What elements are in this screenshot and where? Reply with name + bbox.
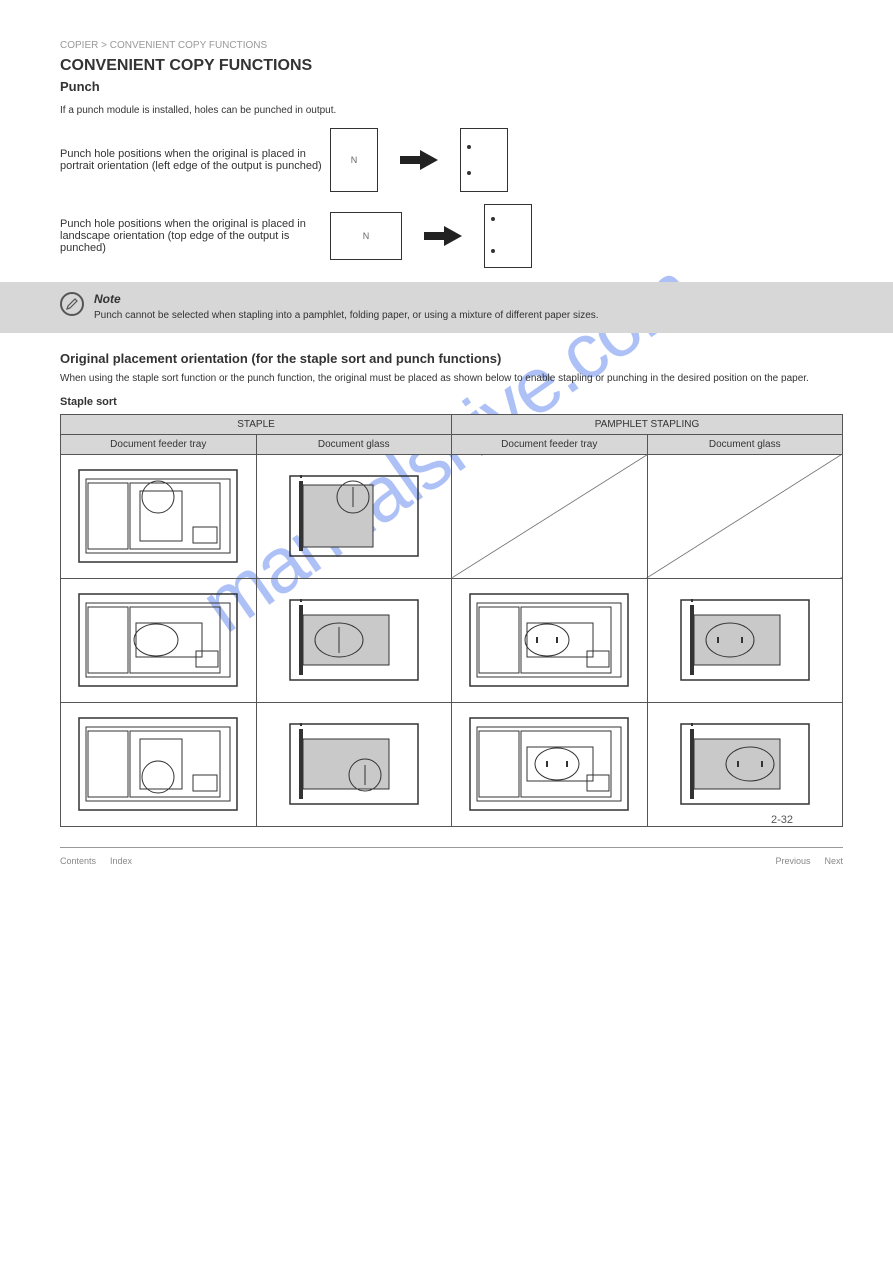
glass-portrait-pamphlet-icon: [680, 599, 810, 681]
table-header-staple: STAPLE: [61, 414, 452, 434]
footer-contents-link[interactable]: Contents: [60, 856, 96, 866]
orientation-paragraph: When using the staple sort function or t…: [60, 372, 843, 386]
table-subheader-tray: Document feeder tray: [61, 434, 257, 454]
output-page-portrait-punched: [460, 128, 508, 192]
cell-pamphlet-glass-na: [647, 454, 843, 578]
intro-paragraph: If a punch module is installed, holes ca…: [60, 104, 843, 118]
note-text: Punch cannot be selected when stapling i…: [94, 309, 599, 323]
arrow-icon: [400, 148, 438, 172]
table-subheader-tray2: Document feeder tray: [452, 434, 648, 454]
page-number: 2-32: [771, 814, 793, 826]
punch-label-portrait: Punch hole positions when the original i…: [60, 148, 330, 172]
table-header-pamphlet: PAMPHLET STAPLING: [452, 414, 843, 434]
cell-pamphlet-tray-rotated: [452, 702, 648, 826]
cell-pamphlet-glass-rotated: [647, 702, 843, 826]
breadcrumb: COPIER > CONVENIENT COPY FUNCTIONS: [60, 40, 843, 51]
cell-pamphlet-tray-na: [452, 454, 648, 578]
copier-portrait-pamphlet-icon: [469, 593, 629, 687]
orientation-table: STAPLE PAMPHLET STAPLING Document feeder…: [60, 414, 843, 827]
output-page-landscape-punched: [484, 204, 532, 268]
copier-rotated-pamphlet-icon: [469, 717, 629, 811]
cell-staple-tray-rotated: [61, 702, 257, 826]
copier-portrait-icon: [78, 593, 238, 687]
punch-label-landscape: Punch hole positions when the original i…: [60, 218, 330, 254]
staple-sort-subhead: Staple sort: [60, 396, 843, 408]
punch-diagram-landscape: N: [330, 204, 532, 268]
original-page-portrait: N: [330, 128, 378, 192]
glass-landscape-icon: [289, 475, 419, 557]
page-letter: N: [363, 231, 370, 241]
pencil-icon: [60, 292, 84, 316]
note-bar: Note Punch cannot be selected when stapl…: [0, 282, 893, 333]
orientation-heading: Original placement orientation (for the …: [60, 351, 843, 366]
punch-diagram-portrait: N: [330, 128, 508, 192]
cell-staple-glass-portrait: [256, 578, 452, 702]
copier-landscape-icon: [78, 469, 238, 563]
footer-nav: Contents Index Previous Next: [60, 847, 843, 866]
cell-staple-tray-landscape: [61, 454, 257, 578]
note-title: Note: [94, 292, 599, 306]
page-letter: N: [351, 155, 358, 165]
page-title: CONVENIENT COPY FUNCTIONS: [60, 57, 843, 75]
section-subtitle: Punch: [60, 79, 843, 94]
copier-rotated-icon: [78, 717, 238, 811]
cell-staple-glass-rotated: [256, 702, 452, 826]
footer-index-link[interactable]: Index: [110, 856, 132, 866]
glass-rotated-pamphlet-icon: [680, 723, 810, 805]
original-page-landscape: N: [330, 212, 402, 260]
cell-pamphlet-tray-portrait: [452, 578, 648, 702]
cell-pamphlet-glass-portrait: [647, 578, 843, 702]
table-subheader-glass2: Document glass: [647, 434, 843, 454]
table-subheader-glass: Document glass: [256, 434, 452, 454]
glass-portrait-icon: [289, 599, 419, 681]
footer-next-link[interactable]: Next: [824, 856, 843, 866]
cell-staple-tray-portrait: [61, 578, 257, 702]
cell-staple-glass-landscape: [256, 454, 452, 578]
footer-prev-link[interactable]: Previous: [775, 856, 810, 866]
glass-rotated-icon: [289, 723, 419, 805]
arrow-icon: [424, 224, 462, 248]
punch-row-landscape: Punch hole positions when the original i…: [60, 204, 843, 268]
punch-row-portrait: Punch hole positions when the original i…: [60, 128, 843, 192]
